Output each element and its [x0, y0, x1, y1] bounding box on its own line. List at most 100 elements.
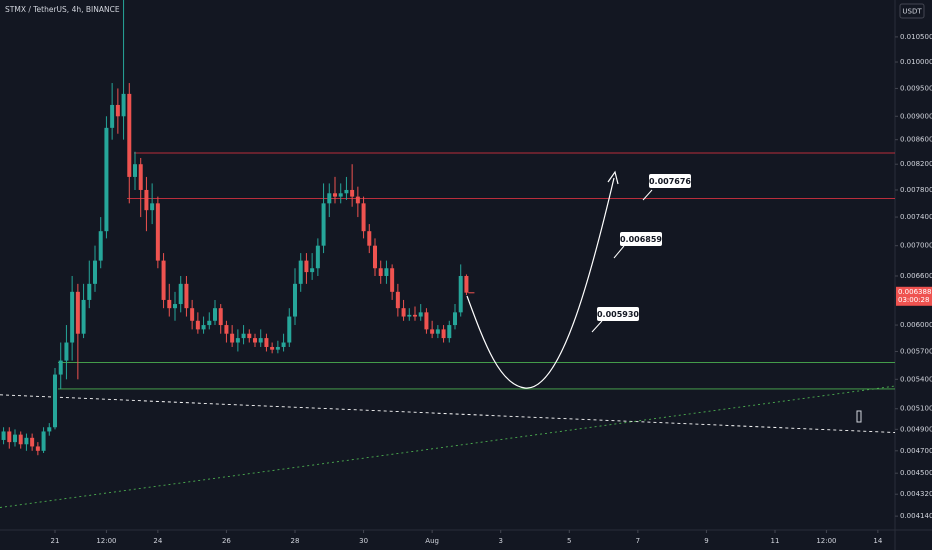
y-tick-label: 0.005700 — [900, 347, 932, 355]
annotation-label: 0.006859 — [620, 235, 662, 244]
y-tick-label: 0.007400 — [900, 213, 932, 221]
candle-body — [195, 320, 200, 330]
candle-body — [384, 268, 389, 276]
x-tick-label: 14 — [873, 537, 882, 545]
y-tick-label: 0.008600 — [900, 136, 932, 144]
candle-body — [24, 437, 29, 445]
candle-body — [121, 93, 126, 117]
x-tick-label: 5 — [567, 537, 571, 545]
candle-body — [315, 245, 320, 269]
x-tick-label: 7 — [636, 537, 640, 545]
candle-body — [115, 104, 120, 117]
candle-body — [70, 291, 75, 343]
x-tick-label: 12:00 — [96, 537, 116, 545]
x-tick-label: 21 — [51, 537, 60, 545]
trend-line — [0, 385, 895, 508]
candle-body — [264, 338, 269, 347]
candle-body — [13, 434, 17, 443]
candle-body — [355, 196, 360, 204]
candle-body — [401, 308, 406, 317]
candle-body — [275, 346, 280, 350]
candle-body — [155, 203, 160, 261]
candle-body — [58, 360, 63, 375]
candle-body — [190, 308, 195, 321]
candle-body — [458, 275, 463, 313]
projection-arrowhead — [607, 170, 619, 185]
candle-body — [281, 342, 286, 347]
chart-title: STMX / TetherUS, 4h, BINANCE — [5, 5, 120, 14]
candle-body — [418, 312, 423, 317]
candle-body — [298, 260, 303, 284]
candle-body — [258, 338, 263, 343]
candle-body — [373, 245, 377, 269]
candle-body — [361, 203, 366, 232]
annotation-box — [649, 174, 691, 188]
y-tick-label: 0.010500 — [900, 33, 932, 41]
candle-body — [41, 431, 46, 451]
currency-badge[interactable] — [899, 3, 925, 19]
y-tick-label: 0.007000 — [900, 242, 932, 250]
candle-body — [75, 291, 80, 334]
candle-body — [224, 325, 229, 334]
x-tick-label: 30 — [359, 537, 368, 545]
candle-body — [30, 437, 35, 447]
y-tick-label: 0.005100 — [900, 405, 932, 413]
annotation-pointer — [591, 320, 603, 333]
candle-body — [213, 308, 217, 321]
candle-body — [127, 93, 132, 177]
candle-body — [81, 299, 86, 334]
candle-body — [247, 333, 252, 339]
x-tick-label: Aug — [425, 537, 439, 545]
annotation-box — [597, 307, 639, 321]
y-tick-label: 0.009500 — [900, 84, 932, 92]
candle-body — [161, 260, 166, 300]
annotation-pointer — [642, 189, 653, 201]
cursor-marker — [856, 410, 862, 423]
candle-body — [47, 427, 52, 432]
candle-body — [18, 434, 23, 445]
y-tick-label: 0.005400 — [900, 375, 932, 383]
annotation-box — [620, 232, 662, 246]
candle-body — [133, 164, 137, 177]
x-tick-label: 11 — [771, 537, 780, 545]
candle-body — [310, 268, 315, 273]
candle-body — [304, 260, 309, 273]
candle-body — [327, 193, 332, 204]
candle-body — [413, 314, 417, 317]
candle-body — [93, 260, 97, 284]
trend-line — [0, 394, 895, 433]
y-tick-label: 0.006000 — [900, 321, 932, 329]
annotation-label: 0.005930 — [597, 310, 639, 319]
candle-body — [435, 329, 440, 334]
candle-body — [178, 283, 183, 305]
candle-body — [293, 283, 297, 317]
candle-body — [53, 374, 57, 428]
currency-label[interactable]: USDT — [902, 8, 922, 16]
candle-body — [87, 283, 92, 300]
y-tick-label: 0.004140 — [900, 512, 932, 520]
candle-body — [367, 231, 372, 246]
candle-body — [167, 299, 172, 309]
x-tick-label: 28 — [291, 537, 300, 545]
y-tick-label: 0.004900 — [900, 425, 932, 433]
annotation-label: 0.007676 — [649, 177, 691, 186]
candle-body — [430, 329, 435, 334]
candle-body — [407, 314, 412, 317]
y-tick-label: 0.006600 — [900, 272, 932, 280]
y-tick-label: 0.010000 — [900, 58, 932, 66]
candle-body — [287, 316, 292, 343]
candle-body — [207, 320, 212, 326]
y-tick-label: 0.004320 — [900, 490, 932, 498]
candle-body — [464, 275, 469, 293]
y-tick-label: 0.008200 — [900, 160, 932, 168]
candle-body — [241, 333, 246, 339]
candle-body — [270, 346, 275, 350]
candle-body — [35, 446, 40, 451]
candle-body — [150, 203, 155, 211]
candle-body — [378, 268, 383, 276]
candle-body — [230, 333, 235, 343]
y-tick-label: 0.004700 — [900, 447, 932, 455]
y-tick-label: 0.009000 — [900, 112, 932, 120]
candle-body — [424, 312, 429, 330]
